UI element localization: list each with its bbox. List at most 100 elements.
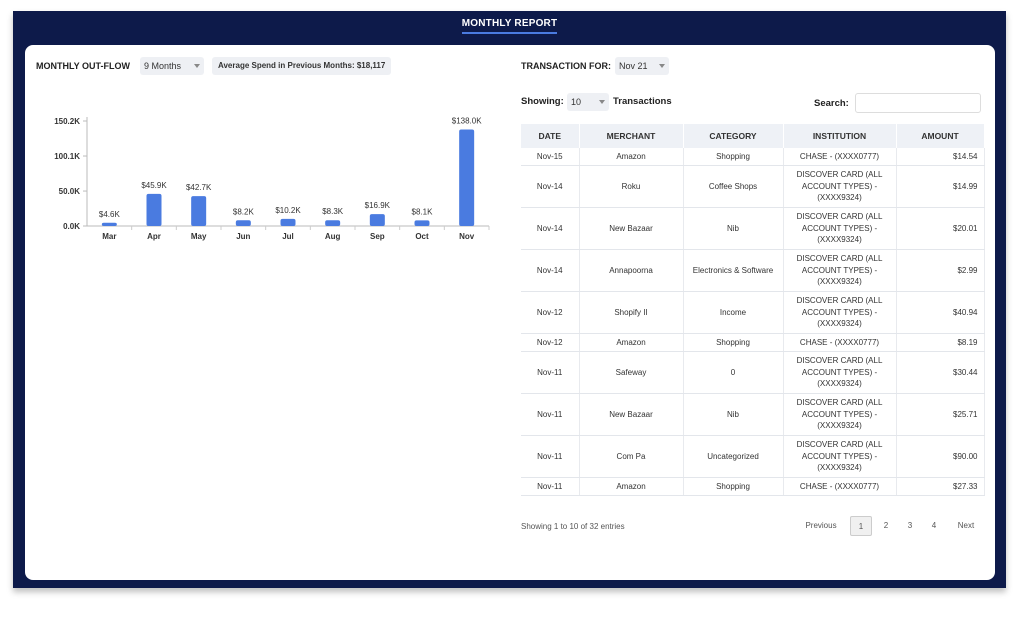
cell-category: Shopping bbox=[683, 333, 784, 352]
cell-date: Nov-11 bbox=[521, 477, 580, 496]
x-tick-label-may: May bbox=[191, 232, 207, 241]
cell-amount: $30.44 bbox=[896, 351, 985, 394]
table-row: Nov-11 New Bazaar Nib DISCOVER CARD (ALL… bbox=[521, 393, 985, 436]
next-page-button[interactable]: Next bbox=[957, 521, 975, 530]
table-row: Nov-12 Amazon Shopping CHASE - (XXXX0777… bbox=[521, 333, 985, 352]
x-tick-label-nov: Nov bbox=[459, 232, 475, 241]
cell-category: Shopping bbox=[683, 477, 784, 496]
cell-date: Nov-15 bbox=[521, 148, 580, 166]
page-1-button[interactable]: 1 bbox=[850, 516, 872, 536]
cell-institution: CHASE - (XXXX0777) bbox=[783, 333, 897, 352]
page-4-button[interactable]: 4 bbox=[931, 521, 937, 530]
cell-institution: DISCOVER CARD (ALL ACCOUNT TYPES) - (XXX… bbox=[783, 249, 897, 292]
cell-amount: $2.99 bbox=[896, 249, 985, 292]
header-institution[interactable]: INSTITUTION bbox=[783, 124, 897, 148]
month-select[interactable]: Nov 21 bbox=[615, 57, 669, 75]
page-3-button[interactable]: 3 bbox=[907, 521, 913, 530]
cell-institution: DISCOVER CARD (ALL ACCOUNT TYPES) - (XXX… bbox=[783, 165, 897, 208]
table-row: Nov-11 Amazon Shopping CHASE - (XXXX0777… bbox=[521, 477, 985, 496]
chevron-down-icon bbox=[194, 64, 200, 68]
cell-merchant: New Bazaar bbox=[579, 393, 684, 436]
cell-merchant: Amazon bbox=[579, 333, 684, 352]
cell-date: Nov-14 bbox=[521, 207, 580, 250]
search-input[interactable] bbox=[855, 93, 981, 113]
y-tick-label: 100.1K bbox=[54, 152, 80, 161]
table-row: Nov-11 Com Pa Uncategorized DISCOVER CAR… bbox=[521, 435, 985, 478]
table-row: Nov-14 New Bazaar Nib DISCOVER CARD (ALL… bbox=[521, 207, 985, 250]
cell-date: Nov-11 bbox=[521, 351, 580, 394]
cell-category: 0 bbox=[683, 351, 784, 394]
transactions-label: Transactions bbox=[613, 96, 672, 107]
table-row: Nov-15 Amazon Shopping CHASE - (XXXX0777… bbox=[521, 148, 985, 166]
cell-merchant: Amazon bbox=[579, 148, 684, 166]
bar-nov bbox=[459, 129, 475, 226]
bar-aug bbox=[325, 220, 341, 226]
cell-date: Nov-11 bbox=[521, 393, 580, 436]
cell-amount: $40.94 bbox=[896, 291, 985, 334]
header-category[interactable]: CATEGORY bbox=[683, 124, 784, 148]
previous-page-button[interactable]: Previous bbox=[805, 521, 837, 530]
data-label-jun: $8.2K bbox=[233, 207, 255, 216]
cell-institution: DISCOVER CARD (ALL ACCOUNT TYPES) - (XXX… bbox=[783, 291, 897, 334]
cell-amount: $25.71 bbox=[896, 393, 985, 436]
header-amount[interactable]: AMOUNT bbox=[896, 124, 985, 148]
cell-amount: $20.01 bbox=[896, 207, 985, 250]
cell-category: Nib bbox=[683, 393, 784, 436]
page-size-select[interactable]: 10 bbox=[567, 93, 609, 111]
table-row: Nov-14 Annapoorna Electronics & Software… bbox=[521, 249, 985, 292]
header-date[interactable]: DATE bbox=[521, 124, 580, 148]
bar-jun bbox=[235, 220, 251, 226]
transactions-table: DATE MERCHANT CATEGORY INSTITUTION AMOUN… bbox=[521, 124, 985, 496]
data-label-apr: $45.9K bbox=[141, 181, 167, 190]
table-row: Nov-14 Roku Coffee Shops DISCOVER CARD (… bbox=[521, 165, 985, 208]
cell-institution: DISCOVER CARD (ALL ACCOUNT TYPES) - (XXX… bbox=[783, 351, 897, 394]
entries-info: Showing 1 to 10 of 32 entries bbox=[521, 522, 625, 531]
period-select-value: 9 Months bbox=[144, 61, 182, 71]
header-merchant[interactable]: MERCHANT bbox=[579, 124, 684, 148]
chevron-down-icon bbox=[659, 64, 665, 68]
cell-date: Nov-12 bbox=[521, 333, 580, 352]
data-label-oct: $8.1K bbox=[412, 207, 434, 216]
cell-category: Income bbox=[683, 291, 784, 334]
data-label-mar: $4.6K bbox=[99, 210, 121, 219]
table-header-row: DATE MERCHANT CATEGORY INSTITUTION AMOUN… bbox=[521, 124, 985, 148]
table-row: Nov-12 Shopify II Income DISCOVER CARD (… bbox=[521, 291, 985, 334]
bar-mar bbox=[101, 222, 117, 226]
month-select-value: Nov 21 bbox=[619, 61, 648, 71]
cell-category: Shopping bbox=[683, 148, 784, 166]
cell-merchant: Shopify II bbox=[579, 291, 684, 334]
x-tick-label-oct: Oct bbox=[415, 232, 429, 241]
cell-merchant: Annapoorna bbox=[579, 249, 684, 292]
y-tick-label: 0.0K bbox=[63, 222, 80, 231]
outflow-bar-chart: 0.0K 50.0K 100.1K 150.2K $4.6K Mar $45.9K Apr $4… bbox=[54, 117, 490, 241]
cell-amount: $8.19 bbox=[896, 333, 985, 352]
cell-category: Nib bbox=[683, 207, 784, 250]
cell-institution: DISCOVER CARD (ALL ACCOUNT TYPES) - (XXX… bbox=[783, 207, 897, 250]
cell-institution: CHASE - (XXXX0777) bbox=[783, 477, 897, 496]
bar-jul bbox=[280, 218, 296, 226]
search-label: Search: bbox=[814, 98, 849, 109]
cell-amount: $14.54 bbox=[896, 148, 985, 166]
data-label-nov: $138.0K bbox=[452, 117, 482, 126]
outflow-label: MONTHLY OUT-FLOW bbox=[36, 61, 130, 71]
average-spend-badge: Average Spend in Previous Months: $18,11… bbox=[212, 57, 392, 75]
cell-date: Nov-11 bbox=[521, 435, 580, 478]
page-2-button[interactable]: 2 bbox=[883, 521, 889, 530]
cell-merchant: Com Pa bbox=[579, 435, 684, 478]
cell-institution: DISCOVER CARD (ALL ACCOUNT TYPES) - (XXX… bbox=[783, 435, 897, 478]
cell-amount: $14.99 bbox=[896, 165, 985, 208]
cell-merchant: Roku bbox=[579, 165, 684, 208]
report-panel: MONTHLY OUT-FLOW 9 Months Average Spend … bbox=[25, 45, 995, 580]
period-select[interactable]: 9 Months bbox=[140, 57, 204, 75]
table-row: Nov-11 Safeway 0 DISCOVER CARD (ALL ACCO… bbox=[521, 351, 985, 394]
bar-may bbox=[191, 196, 207, 226]
cell-amount: $90.00 bbox=[896, 435, 985, 478]
x-tick-label-jul: Jul bbox=[282, 232, 294, 241]
cell-merchant: New Bazaar bbox=[579, 207, 684, 250]
x-tick-label-sep: Sep bbox=[370, 232, 385, 241]
cell-date: Nov-14 bbox=[521, 249, 580, 292]
data-label-aug: $8.3K bbox=[322, 207, 344, 216]
y-tick-label: 150.2K bbox=[54, 117, 80, 126]
showing-label: Showing: bbox=[521, 96, 564, 107]
cell-category: Coffee Shops bbox=[683, 165, 784, 208]
